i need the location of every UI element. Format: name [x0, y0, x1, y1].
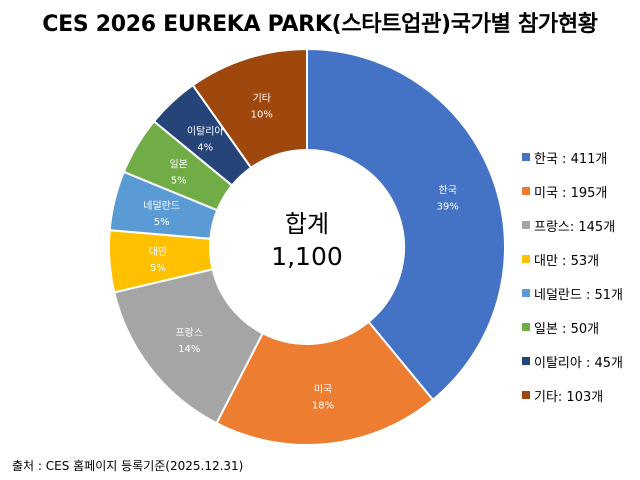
legend-label-3: 대만 : 53개 [534, 253, 600, 269]
slice-label-name-7: 기타 [253, 93, 271, 105]
legend-swatch-7 [522, 391, 530, 399]
legend-item-6: 이탈리아 : 45개 [522, 344, 623, 378]
legend-label-7: 기타: 103개 [534, 389, 604, 405]
slice-label-percent-2: 14% [178, 344, 200, 355]
legend-swatch-1 [522, 187, 530, 195]
slice-label-name-2: 프랑스 [175, 327, 203, 339]
legend-label-1: 미국 : 195개 [534, 185, 608, 201]
slice-label-name-6: 이탈리아 [187, 124, 224, 137]
slice-label-percent-7: 10% [251, 110, 273, 121]
legend-swatch-2 [522, 221, 530, 229]
slice-label-name-4: 네덜란드 [143, 200, 180, 212]
total-value: 1,100 [271, 242, 343, 271]
source-note: 출처 : CES 홈페이지 등록기준(2025.12.31) [12, 459, 244, 473]
slice-label-percent-6: 4% [197, 142, 213, 153]
slice-label-percent-3: 5% [150, 263, 166, 274]
legend-item-5: 일본 : 50개 [522, 310, 623, 344]
slice-7 [191, 47, 308, 170]
legend-label-4: 네덜란드 : 51개 [534, 287, 623, 303]
slice-label-name-5: 일본 [169, 158, 187, 170]
slice-1 [215, 320, 435, 446]
legend-swatch-3 [522, 255, 530, 263]
legend-swatch-6 [522, 357, 530, 365]
total-label: 합계 [285, 210, 329, 238]
legend-label-5: 일본 : 50개 [534, 321, 600, 337]
legend-label-0: 한국 : 411개 [534, 151, 608, 167]
slice-label-percent-1: 18% [312, 401, 334, 412]
legend-item-0: 한국 : 411개 [522, 140, 623, 174]
slice-label-percent-0: 39% [437, 201, 459, 212]
chart-title: CES 2026 EUREKA PARK(스타트업관)국가별 참가현황 [42, 12, 598, 37]
legend-swatch-5 [522, 323, 530, 331]
legend-item-1: 미국 : 195개 [522, 174, 623, 208]
legend-item-7: 기타: 103개 [522, 378, 623, 412]
legend-swatch-4 [522, 289, 530, 297]
slice-0 [306, 47, 506, 402]
legend-item-2: 프랑스: 145개 [522, 208, 623, 242]
legend-swatch-0 [522, 153, 530, 161]
legend-item-4: 네덜란드 : 51개 [522, 276, 623, 310]
slice-label-percent-4: 5% [154, 217, 170, 228]
legend-item-3: 대만 : 53개 [522, 242, 623, 276]
legend-label-6: 이탈리아 : 45개 [534, 355, 623, 371]
slice-label-percent-5: 5% [171, 175, 187, 186]
legend-label-2: 프랑스: 145개 [534, 219, 616, 235]
slice-label-name-3: 대만 [149, 246, 167, 258]
slice-label-name-0: 한국 [439, 184, 457, 196]
slice-label-name-1: 미국 [314, 384, 332, 396]
